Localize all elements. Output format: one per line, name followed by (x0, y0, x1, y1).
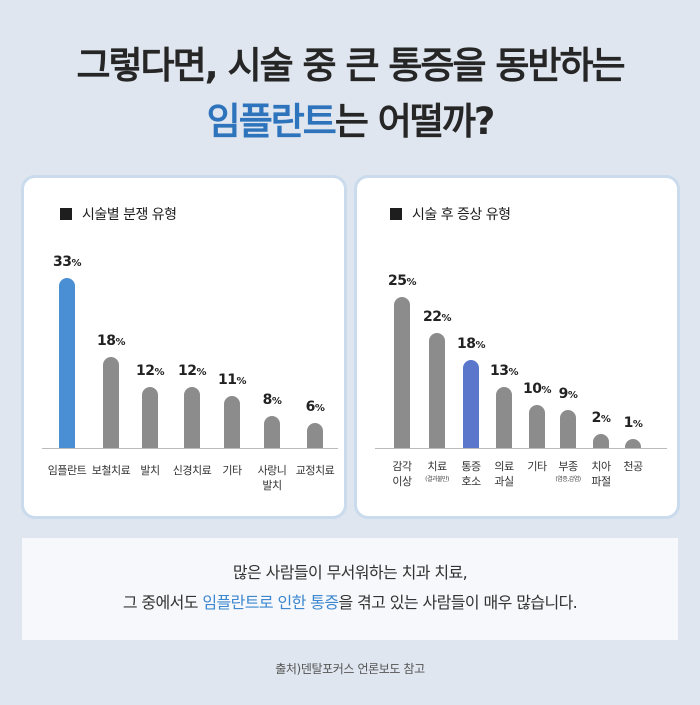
summary-note: 많은 사람들이 무서워하는 치과 치료, 그 중에서도 임플란트로 인한 통증을… (22, 538, 678, 640)
bar-prosthetic (103, 357, 119, 448)
x-label: 기타 (527, 460, 547, 473)
note-highlight: 임플란트로 인한 통증 (202, 593, 339, 612)
chart-title-text: 시술 후 증상 유형 (412, 207, 511, 223)
x-label: 기타 (222, 464, 242, 477)
note-line2: 그 중에서도 임플란트로 인한 통증을 겪고 있는 사람들이 매우 많습니다. (122, 593, 578, 612)
bar-value: 11% (217, 372, 246, 388)
bar-value: 2% (591, 410, 611, 426)
x-label: 치료 (결과불만) (425, 460, 449, 483)
bar-treatment (429, 333, 445, 448)
chart-title-text: 시술별 분쟁 유형 (82, 207, 177, 223)
bar-tooth-fracture (593, 434, 609, 448)
x-label: 치아 파절 (591, 460, 611, 488)
bar-value: 22% (422, 309, 451, 325)
bar-wisdom-tooth (264, 416, 280, 448)
x-label: 임플란트 (47, 464, 87, 477)
headline-accent: 임플란트 (206, 100, 337, 143)
bar-value: 8% (262, 392, 282, 408)
bar-perforation (625, 439, 641, 448)
source-citation: 출처)덴탈포커스 언론보도 참고 (275, 662, 425, 676)
x-label: 사랑니 발치 (257, 464, 287, 492)
bar-value: 25% (387, 273, 416, 289)
bar-value: 6% (305, 399, 325, 415)
headline-rest: 는 어떨까? (334, 100, 496, 143)
x-label: 신경치료 (172, 464, 212, 477)
bar-value: 18% (96, 333, 125, 349)
bar-other (224, 396, 240, 448)
chart-card-dispute-types: 시술별 분쟁 유형 33% 18% 12% 12% 11% 8% 6% 임플란트… (21, 175, 347, 519)
bar-value: 13% (489, 363, 518, 379)
x-label: 통증 호소 (461, 460, 481, 488)
bar-sensory (394, 297, 410, 448)
bar-root-canal (184, 387, 200, 448)
bar-orthodontics (307, 423, 323, 448)
bar-pain (463, 360, 479, 448)
square-bullet-icon (390, 208, 402, 220)
square-bullet-icon (60, 208, 72, 220)
headline-line2: 임플란트는 어떨까? (0, 94, 700, 150)
bar-value: 9% (558, 386, 578, 402)
bar-implant (59, 278, 75, 448)
chart-baseline (375, 448, 667, 449)
headline: 그렇다면, 시술 중 큰 통증을 동반하는 임플란트는 어떨까? (0, 38, 700, 150)
chart-title: 시술 후 증상 유형 (390, 204, 511, 224)
bar-other (529, 405, 545, 448)
bar-value: 12% (135, 363, 164, 379)
x-label: 천공 (623, 460, 643, 473)
bar-swelling (560, 410, 576, 448)
x-label: 의료 과실 (494, 460, 514, 488)
chart-card-symptom-types: 시술 후 증상 유형 25% 22% 18% 13% 10% 9% 2% 1% … (354, 175, 680, 519)
headline-line1: 그렇다면, 시술 중 큰 통증을 동반하는 (76, 44, 625, 87)
x-label: 발치 (140, 464, 160, 477)
note-line1: 많은 사람들이 무서워하는 치과 치료, (232, 563, 468, 582)
x-label: 교정치료 (295, 464, 335, 477)
bar-value: 1% (623, 415, 643, 431)
bar-extraction (142, 387, 158, 448)
bar-value: 12% (177, 363, 206, 379)
chart-title: 시술별 분쟁 유형 (60, 204, 177, 224)
bar-malpractice (496, 387, 512, 448)
x-label: 감각 이상 (392, 460, 412, 488)
chart-baseline (42, 448, 338, 449)
x-label: 보철치료 (91, 464, 131, 477)
bar-value: 33% (52, 254, 81, 270)
x-label: 부종 (염증,감염) (555, 460, 581, 483)
bar-value: 18% (456, 336, 485, 352)
bar-value: 10% (522, 381, 551, 397)
